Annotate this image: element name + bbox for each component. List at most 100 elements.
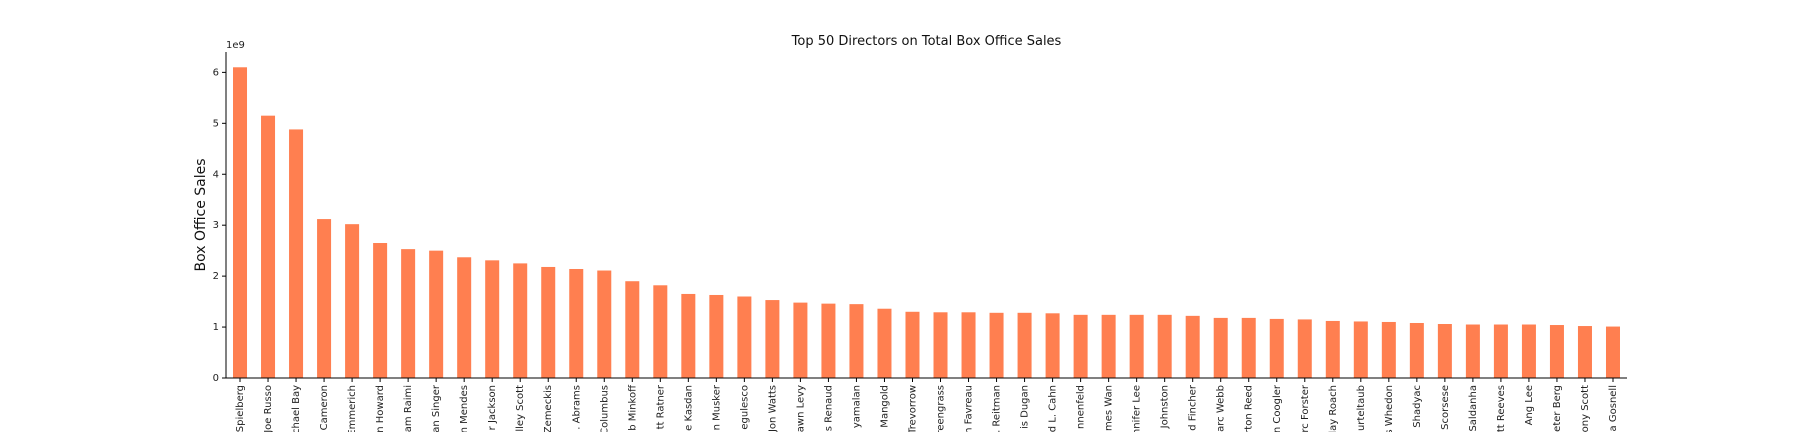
bar xyxy=(1297,319,1312,378)
x-tick-label: rton Reed xyxy=(1244,385,1255,432)
x-tick-label: Michael Bay xyxy=(291,385,302,432)
bar xyxy=(457,257,472,378)
x-tick-label: eter Berg xyxy=(1552,385,1563,432)
x-tick-label: Johnston xyxy=(1160,385,1171,429)
x-tick-label: Ang Lee xyxy=(1524,385,1535,425)
bar xyxy=(1241,317,1256,378)
bar xyxy=(905,311,920,378)
x-tick-label: Shadyac xyxy=(1412,385,1423,428)
bar xyxy=(737,296,752,378)
bar xyxy=(289,129,304,378)
bar xyxy=(1185,315,1200,378)
bar xyxy=(485,260,500,378)
bar xyxy=(233,67,248,378)
bar xyxy=(429,250,444,378)
bar xyxy=(1605,326,1620,378)
bar xyxy=(989,312,1004,378)
bar xyxy=(1017,312,1032,378)
x-tick-label: arc Webb xyxy=(1216,385,1227,432)
x-tick-label: d Fincher xyxy=(1188,384,1199,431)
x-tick-label: tt Ratner xyxy=(655,384,666,429)
x-tick-label: Trevorrow xyxy=(907,385,918,432)
bar xyxy=(1409,322,1424,378)
x-tick-label: lley Scott xyxy=(515,385,526,432)
bar xyxy=(513,263,528,378)
x-tick-label: tt Reeves xyxy=(1496,385,1507,432)
x-tick-label: n Favreau xyxy=(964,385,975,432)
x-tick-label: is Dugan xyxy=(1020,385,1031,429)
x-tick-label: Jon Watts xyxy=(767,385,778,432)
bar xyxy=(625,281,640,378)
x-tick-label: Emmerich xyxy=(347,385,358,432)
x-tick-label: ony Scott xyxy=(1580,385,1591,432)
x-tick-label: n Howard xyxy=(375,385,386,432)
y-tick-label: 6 xyxy=(213,67,219,78)
x-tick-label: an Singer xyxy=(431,384,442,432)
bar xyxy=(821,303,836,378)
bar xyxy=(1437,324,1452,378)
x-tick-label: n Coogler xyxy=(1272,384,1283,432)
x-ticks-group: Spielberg Joe Russo Michael Bay Cameron Emme… xyxy=(235,378,1619,432)
x-tick-label: urteltaub xyxy=(1356,385,1367,431)
x-tick-label: Joe Russo xyxy=(263,385,274,432)
bar xyxy=(1213,317,1228,378)
x-tick-label: Cameron xyxy=(319,385,330,430)
y-tick-label: 5 xyxy=(213,118,219,129)
x-tick-label: . Reitman xyxy=(992,385,1003,432)
x-tick-label: Columbus xyxy=(599,385,610,432)
bar xyxy=(1381,321,1396,378)
x-tick-label: . Abrams xyxy=(571,385,582,430)
bar xyxy=(1577,326,1592,378)
bar xyxy=(401,249,416,378)
x-tick-label: yamalan xyxy=(851,385,862,428)
x-tick-label: reengrass xyxy=(936,385,947,432)
bar xyxy=(1101,314,1116,378)
y-tick-label: 1 xyxy=(213,322,219,333)
bar xyxy=(681,293,696,378)
x-tick-label: am Raimi xyxy=(403,385,414,432)
bar xyxy=(261,115,276,378)
bar xyxy=(653,285,668,378)
bar xyxy=(1493,324,1508,378)
bar xyxy=(373,243,388,378)
bar xyxy=(317,219,332,378)
bar xyxy=(765,300,780,378)
bar xyxy=(597,270,612,378)
x-tick-label: d L. Cahn xyxy=(1048,385,1059,432)
x-tick-label: a Gosnell xyxy=(1608,385,1619,431)
x-tick-label: s Whedon xyxy=(1384,385,1395,432)
bar xyxy=(345,224,360,378)
x-tick-label: Scorsese xyxy=(1440,385,1451,430)
y-axis-label: Box Office Sales xyxy=(193,158,209,271)
x-tick-label: nnifer Lee xyxy=(1132,385,1143,432)
x-tick-label: mes Wan xyxy=(1104,385,1115,431)
y-tick-label: 2 xyxy=(213,271,219,282)
bar xyxy=(793,302,808,378)
bar xyxy=(1521,324,1536,378)
bar xyxy=(709,294,724,378)
bar xyxy=(1325,320,1340,378)
x-tick-label: nnenfeld xyxy=(1076,385,1087,429)
bar xyxy=(849,304,864,378)
y-scale-label: 1e9 xyxy=(226,40,245,51)
bar xyxy=(1465,324,1480,378)
bar xyxy=(1157,314,1172,378)
x-tick-label: n Mendes xyxy=(459,385,470,432)
x-tick-label: awn Levy xyxy=(795,385,806,432)
axes-group xyxy=(225,52,1627,379)
bar xyxy=(1045,313,1060,378)
y-ticks-group: 0 1 2 3 4 5 6 xyxy=(213,67,226,384)
x-tick-label: n Musker xyxy=(711,384,722,430)
bar xyxy=(1353,321,1368,378)
x-tick-label: s Renaud xyxy=(823,385,834,431)
x-tick-label: rc Forster xyxy=(1300,384,1311,432)
x-tick-label: b Minkoff xyxy=(627,384,638,431)
bar xyxy=(1129,314,1144,378)
x-tick-label: r Jackson xyxy=(487,385,498,430)
bar xyxy=(1269,318,1284,378)
y-tick-label: 3 xyxy=(213,220,219,231)
x-tick-label: lay Roach xyxy=(1328,385,1339,432)
y-tick-label: 0 xyxy=(213,373,219,384)
bar xyxy=(877,308,892,378)
